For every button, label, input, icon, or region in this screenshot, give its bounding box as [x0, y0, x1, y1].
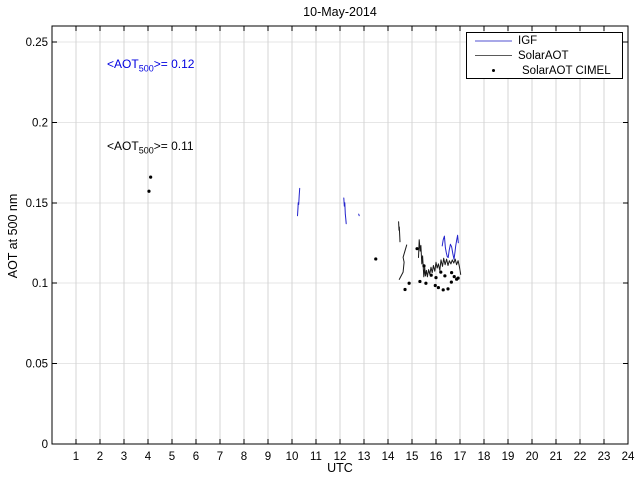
svg-text:12: 12 [334, 451, 347, 463]
svg-text:0.05: 0.05 [26, 359, 48, 371]
data-point [403, 287, 407, 292]
data-point [433, 283, 437, 288]
x-axis-label: UTC [327, 461, 353, 475]
legend: IGF SolarAOT SolarAOT CIMEL [466, 32, 623, 79]
svg-text:24: 24 [622, 451, 635, 463]
svg-text:2: 2 [97, 451, 103, 463]
legend-line-swatch [475, 39, 512, 42]
svg-text:23: 23 [598, 451, 611, 463]
legend-entry-solaraot-cimel: SolarAOT CIMEL [467, 63, 622, 78]
annotation-subscript: 500 [138, 145, 154, 156]
svg-text:10: 10 [286, 451, 299, 463]
svg-text:7: 7 [217, 451, 223, 463]
svg-text:4: 4 [145, 451, 152, 463]
series-solaraot [398, 221, 462, 280]
data-point [449, 280, 453, 284]
legend-line-swatch [475, 54, 512, 56]
legend-dot-sample-solaraot-cimel [475, 66, 512, 76]
annotation-mean-aot-igf: <AOT500>= 0.12 [107, 57, 194, 73]
data-point [443, 274, 447, 278]
legend-entry-solaraot: SolarAOT [467, 48, 622, 63]
svg-text:8: 8 [241, 451, 247, 463]
annotation-subscript: 500 [138, 63, 154, 74]
legend-label-solaraot-cimel: SolarAOT CIMEL [522, 64, 611, 77]
data-point [418, 279, 422, 284]
gridlines [52, 26, 629, 444]
svg-text:0.2: 0.2 [32, 117, 48, 129]
data-line-segment [358, 213, 360, 217]
svg-text:17: 17 [454, 451, 467, 463]
legend-line-sample-solaraot [475, 51, 512, 61]
data-point [422, 264, 426, 268]
series-solaraot-cimel [147, 175, 460, 292]
annotation-text: <AOT [107, 139, 139, 153]
data-point [452, 275, 456, 279]
data-point [149, 175, 153, 179]
data-point [439, 270, 443, 274]
svg-text:19: 19 [502, 451, 515, 463]
data-point [434, 276, 438, 280]
data-point [446, 287, 450, 291]
data-point [429, 273, 433, 277]
svg-text:11: 11 [310, 451, 322, 463]
data-point [456, 276, 460, 280]
svg-text:1: 1 [73, 451, 79, 463]
y-axis-label: AOT at 500 nm [6, 193, 20, 279]
svg-text:21: 21 [550, 451, 563, 463]
data-line-segment [441, 234, 459, 260]
y-tick-labels: 0 0.05 0.1 0.15 0.2 0.25 [26, 37, 48, 451]
data-point [424, 281, 428, 285]
legend-dot-swatch [492, 69, 495, 72]
data-line-segment [398, 221, 401, 243]
data-point [436, 285, 440, 290]
svg-text:0.15: 0.15 [26, 198, 48, 210]
svg-text:0.25: 0.25 [26, 37, 48, 49]
svg-text:3: 3 [121, 451, 127, 463]
data-point [407, 281, 411, 285]
svg-text:9: 9 [265, 451, 271, 463]
x-tick-labels: 1 2 3 4 5 6 7 8 9 10 11 12 13 14 15 16 17 18 19 20 21 22 23 24 [73, 451, 635, 463]
annotation-mean-aot-solaraot: <AOT500>= 0.11 [107, 139, 194, 155]
data-line-segment [297, 187, 301, 217]
legend-label-igf: IGF [518, 34, 538, 47]
svg-text:14: 14 [382, 451, 395, 463]
series-igf [297, 187, 459, 260]
svg-text:18: 18 [478, 451, 491, 463]
data-point [147, 189, 151, 193]
svg-text:15: 15 [406, 451, 419, 463]
data-point [374, 257, 378, 261]
data-line-segment [343, 197, 347, 225]
data-line-segment [398, 244, 408, 280]
data-line-segment [418, 239, 462, 278]
data-point [415, 247, 419, 251]
data-point [441, 288, 445, 292]
svg-text:20: 20 [526, 451, 539, 463]
data-point [450, 271, 454, 275]
svg-text:0: 0 [42, 439, 48, 451]
annotation-text: >= 0.12 [153, 57, 195, 71]
annotation-text: >= 0.11 [153, 139, 194, 153]
legend-label-solaraot: SolarAOT [518, 49, 569, 62]
chart-title: 10-May-2014 [303, 5, 377, 19]
svg-text:16: 16 [430, 451, 443, 463]
axis-ticks [52, 26, 629, 445]
svg-text:0.1: 0.1 [32, 278, 48, 290]
svg-text:22: 22 [574, 451, 587, 463]
legend-line-sample-igf [475, 36, 512, 46]
legend-entry-igf: IGF [467, 33, 622, 48]
annotation-text: <AOT [107, 57, 139, 71]
svg-text:6: 6 [193, 451, 199, 463]
svg-text:5: 5 [169, 451, 175, 463]
svg-text:13: 13 [358, 451, 371, 463]
